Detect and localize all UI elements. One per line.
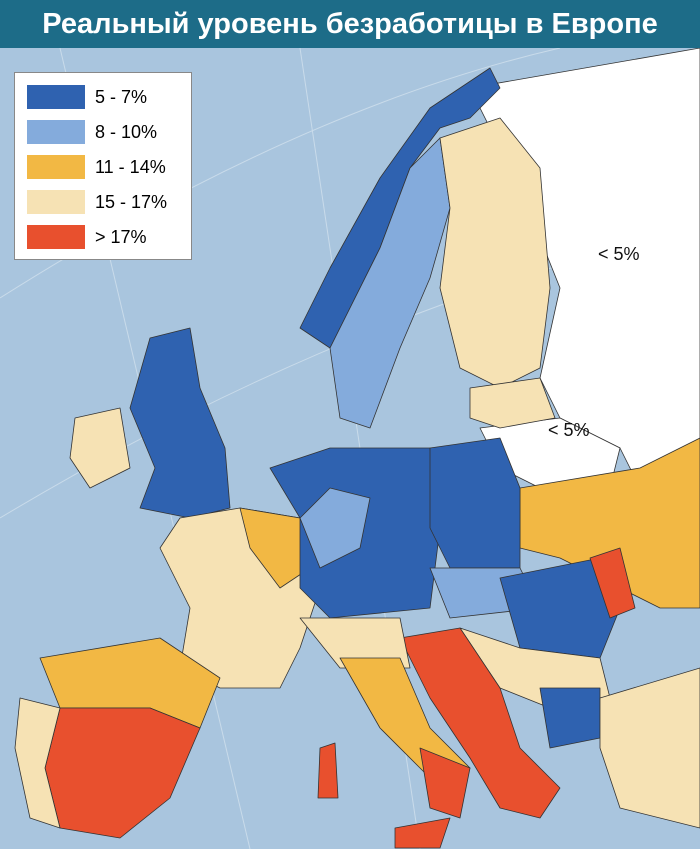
ukraine [519, 437, 700, 609]
legend: 5 - 7% 8 - 10% 11 - 14% 15 - 17% > 17% [14, 72, 192, 260]
legend-label: 8 - 10% [95, 122, 158, 142]
romania [499, 557, 621, 659]
legend-label: 5 - 7% [95, 87, 148, 107]
alps [299, 617, 411, 669]
balkans [399, 627, 561, 819]
legend-swatch [27, 190, 85, 214]
germany-west [299, 487, 371, 569]
turkey [599, 667, 700, 829]
uk [129, 327, 231, 519]
finland [439, 117, 551, 389]
legend-label: > 17% [95, 227, 147, 247]
greece-north [539, 687, 601, 749]
map: < 5% < 5% [0, 48, 700, 849]
poland [429, 437, 521, 569]
legend-label: 11 - 14% [95, 157, 166, 177]
map-label: < 5% [598, 244, 640, 264]
sicily [394, 817, 451, 849]
map-label: < 5% [548, 420, 590, 440]
moldova [589, 547, 636, 619]
legend-swatch [27, 85, 85, 109]
sardinia [317, 742, 339, 799]
france-north [239, 507, 311, 589]
land [14, 48, 700, 849]
title: Реальный уровень безработицы в Европе [0, 0, 700, 48]
italy-south [419, 747, 471, 819]
baltics [469, 377, 556, 429]
legend-label: 15 - 17% [95, 192, 168, 212]
legend-swatch [27, 155, 85, 179]
legend-swatch [27, 120, 85, 144]
ireland [69, 407, 131, 489]
legend-swatch [27, 225, 85, 249]
portugal [14, 697, 61, 829]
spain-south [44, 707, 201, 839]
